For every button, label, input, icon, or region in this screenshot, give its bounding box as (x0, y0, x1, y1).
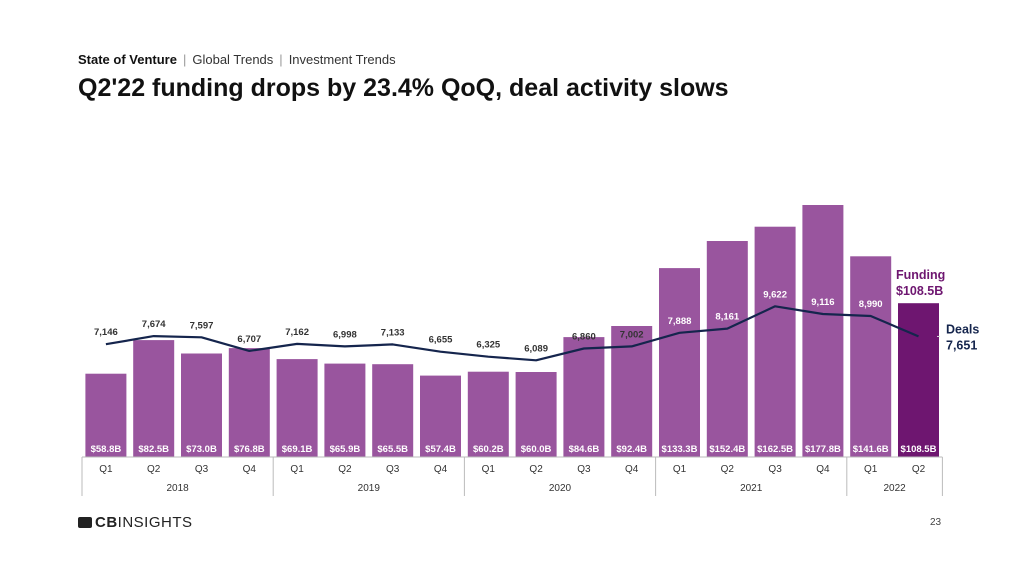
funding-bar (515, 372, 557, 457)
funding-bar-label: $84.6B (569, 444, 600, 455)
breadcrumb-separator: | (279, 52, 283, 67)
quarter-tick-label: Q2 (721, 464, 735, 475)
funding-bar-label: $57.4B (425, 444, 456, 455)
deals-data-label: 6,998 (333, 329, 357, 340)
funding-bar-label: $69.1B (282, 444, 313, 455)
quarter-tick-label: Q1 (290, 464, 304, 475)
quarter-tick-label: Q2 (529, 464, 543, 475)
funding-bar (372, 364, 414, 457)
year-tick-label: 2021 (740, 483, 763, 494)
logo-text-bold: CB (95, 514, 118, 531)
quarter-tick-label: Q4 (816, 464, 830, 475)
deals-callout-value: 7,651 (946, 338, 977, 352)
quarter-tick-label: Q4 (625, 464, 639, 475)
quarter-tick-label: Q2 (338, 464, 352, 475)
funding-bar (181, 353, 222, 457)
funding-bar (802, 205, 844, 457)
cb-insights-logo: CBINSIGHTS (78, 514, 193, 531)
funding-callout-value: $108.5B (896, 284, 943, 298)
deals-line (105, 305, 919, 362)
deals-data-label: 7,674 (142, 319, 166, 330)
funding-bar-label: $141.6B (853, 444, 889, 455)
deals-data-label: 6,325 (476, 340, 500, 351)
deals-data-label: 7,146 (94, 327, 118, 338)
quarter-tick-label: Q3 (386, 464, 400, 475)
funding-bar-label: $177.8B (805, 444, 841, 455)
quarter-tick-label: Q2 (147, 464, 161, 475)
deals-data-label: 6,655 (429, 335, 453, 346)
funding-bar-label: $82.5B (138, 444, 169, 455)
quarter-tick-label: Q2 (912, 464, 926, 475)
deals-data-label: 7,888 (668, 316, 692, 327)
deals-data-label: 7,162 (285, 327, 309, 338)
quarter-tick-label: Q1 (99, 464, 113, 475)
breadcrumb-item-state-of-venture[interactable]: State of Venture (78, 52, 177, 67)
deals-data-label: 8,990 (859, 299, 883, 310)
quarter-tick-label: Q1 (673, 464, 687, 475)
deals-data-label: 6,860 (572, 332, 596, 343)
funding-bar-label: $65.9B (330, 444, 361, 455)
funding-bar (563, 337, 605, 457)
funding-bar (850, 256, 892, 457)
year-tick-label: 2019 (358, 483, 381, 494)
funding-callout-name: Funding (896, 268, 945, 282)
year-tick-label: 2018 (166, 483, 189, 494)
funding-bar (659, 268, 700, 457)
deals-data-label: 9,622 (763, 289, 787, 300)
funding-bar-label: $108.5B (901, 444, 937, 455)
quarter-tick-label: Q4 (434, 464, 448, 475)
cb-logo-icon (78, 517, 92, 528)
logo-text-light: INSIGHTS (117, 514, 193, 531)
page-title: Q2'22 funding drops by 23.4% QoQ, deal a… (78, 74, 729, 102)
breadcrumb-separator: | (182, 52, 187, 67)
breadcrumb-item-investment-trends[interactable]: Investment Trends (288, 52, 396, 67)
funding-bar (420, 375, 461, 457)
funding-bar-label: $76.8B (234, 444, 265, 455)
deals-data-label: 7,133 (381, 327, 405, 338)
deals-data-label: 7,002 (620, 329, 644, 340)
deals-data-label: 9,116 (811, 297, 834, 308)
funding-bar (228, 348, 270, 457)
deals-data-label: 6,089 (524, 343, 548, 354)
page-number: 23 (930, 517, 942, 528)
funding-bar-label: $152.4B (709, 444, 745, 455)
deals-data-label: 6,707 (237, 334, 261, 345)
funding-bar (706, 241, 748, 457)
funding-bar-label: $65.5B (377, 444, 408, 455)
breadcrumb-item-global-trends[interactable]: Global Trends (192, 52, 274, 67)
funding-bar-label: $60.0B (521, 444, 552, 455)
funding-bar (898, 303, 939, 457)
funding-bar (85, 373, 127, 457)
funding-bar (276, 359, 318, 457)
quarter-tick-label: Q3 (577, 464, 591, 475)
deals-data-label: 7,597 (190, 320, 214, 331)
quarter-tick-label: Q4 (243, 464, 257, 475)
deals-data-label: 8,161 (715, 312, 739, 323)
year-tick-label: 2020 (549, 483, 572, 494)
funding-bar (133, 340, 175, 457)
deals-callout-name: Deals (946, 322, 979, 336)
funding-bar-label: $58.8B (91, 444, 122, 455)
funding-bar (754, 226, 796, 457)
year-tick-label: 2022 (883, 483, 906, 494)
funding-bar (467, 371, 509, 457)
breadcrumb: State of Venture | Global Trends | Investmen… (78, 52, 396, 67)
funding-bar-label: $60.2B (473, 444, 504, 455)
funding-bar-label: $73.0B (186, 444, 217, 455)
funding-bar-label: $162.5B (757, 444, 793, 455)
funding-bar (324, 363, 366, 457)
funding-bar-label: $92.4B (616, 444, 647, 455)
quarter-tick-label: Q1 (482, 464, 496, 475)
quarter-tick-label: Q3 (195, 464, 209, 475)
quarter-tick-label: Q1 (864, 464, 878, 475)
funding-bar-label: $133.3B (662, 444, 698, 455)
quarter-tick-label: Q3 (768, 464, 782, 475)
